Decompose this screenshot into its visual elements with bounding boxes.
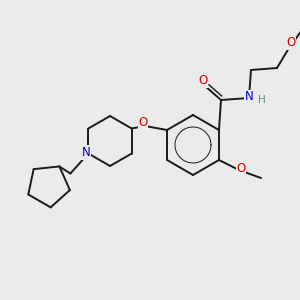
Text: H: H [258, 95, 266, 105]
Text: O: O [236, 163, 246, 176]
Text: O: O [198, 74, 208, 88]
Text: O: O [286, 37, 296, 50]
Text: O: O [138, 116, 148, 128]
Text: N: N [82, 146, 91, 159]
Text: N: N [244, 91, 253, 103]
